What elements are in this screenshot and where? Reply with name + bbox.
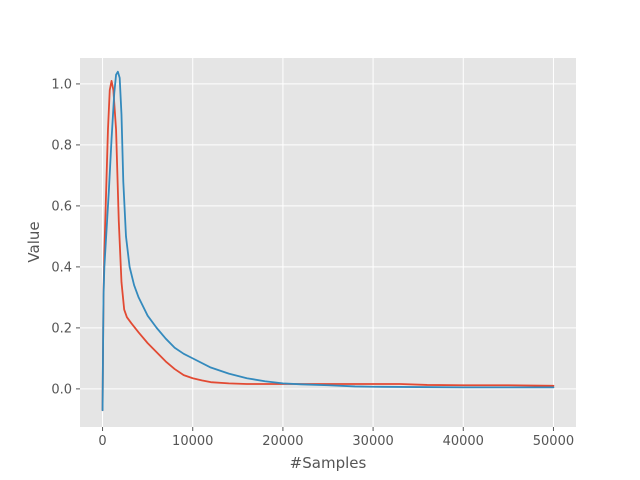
plot-background: [80, 58, 576, 427]
y-tick-label: 1.0: [51, 77, 72, 92]
x-tick-label: 40000: [443, 434, 484, 449]
tick-labels: 0 10000 20000 30000 40000 50000 0.0 0.2 0.4 0.6 0.…: [51, 77, 574, 449]
y-tick-label: 0.4: [51, 260, 72, 275]
y-tick-label: 0.0: [51, 382, 72, 397]
x-tick-label: 10000: [172, 434, 213, 449]
x-axis-label: #Samples: [290, 454, 367, 472]
x-tick-label: 50000: [533, 434, 574, 449]
x-tick-label: 20000: [262, 434, 303, 449]
y-tick-label: 0.8: [51, 138, 72, 153]
grid: [80, 58, 576, 427]
x-tick-label: 0: [98, 434, 106, 449]
y-axis-label: Value: [25, 221, 43, 262]
series-line-1: [101, 79, 555, 412]
x-tick-label: 30000: [352, 434, 393, 449]
series-layer: [101, 70, 555, 412]
series-line-2: [101, 70, 555, 412]
y-tick-label: 0.2: [51, 321, 72, 336]
y-tick-label: 0.6: [51, 199, 72, 214]
